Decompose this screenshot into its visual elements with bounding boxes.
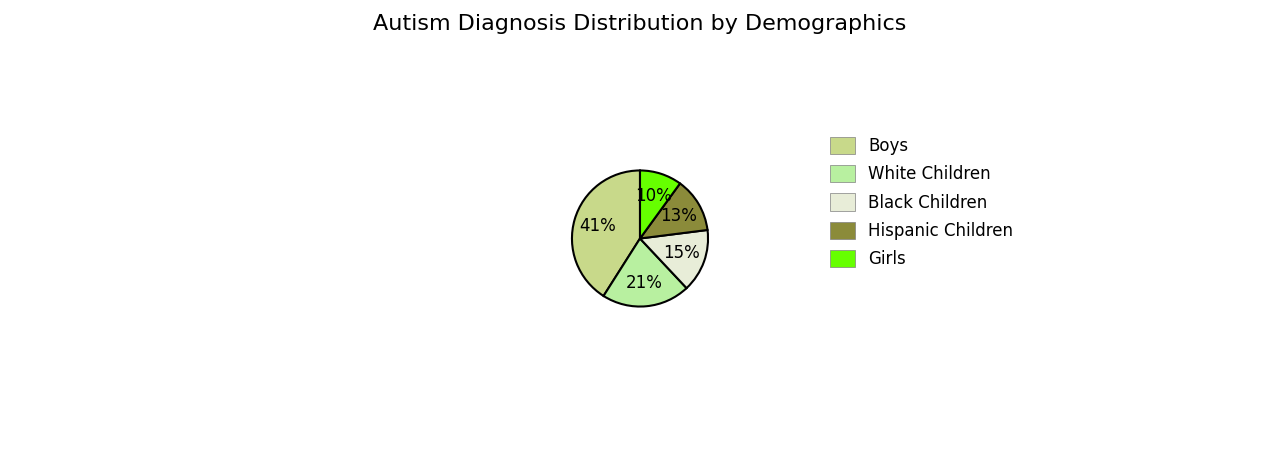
Wedge shape	[640, 184, 708, 239]
Wedge shape	[640, 171, 680, 239]
Text: Autism Diagnosis Distribution by Demographics: Autism Diagnosis Distribution by Demogra…	[374, 14, 906, 33]
Text: 10%: 10%	[635, 188, 672, 206]
Text: 21%: 21%	[626, 274, 663, 292]
Text: 13%: 13%	[659, 207, 696, 225]
Wedge shape	[604, 238, 686, 306]
Wedge shape	[572, 171, 640, 296]
Wedge shape	[640, 230, 708, 288]
Legend: Boys, White Children, Black Children, Hispanic Children, Girls: Boys, White Children, Black Children, Hi…	[823, 130, 1020, 274]
Text: 15%: 15%	[663, 244, 700, 262]
Text: 41%: 41%	[579, 217, 616, 235]
